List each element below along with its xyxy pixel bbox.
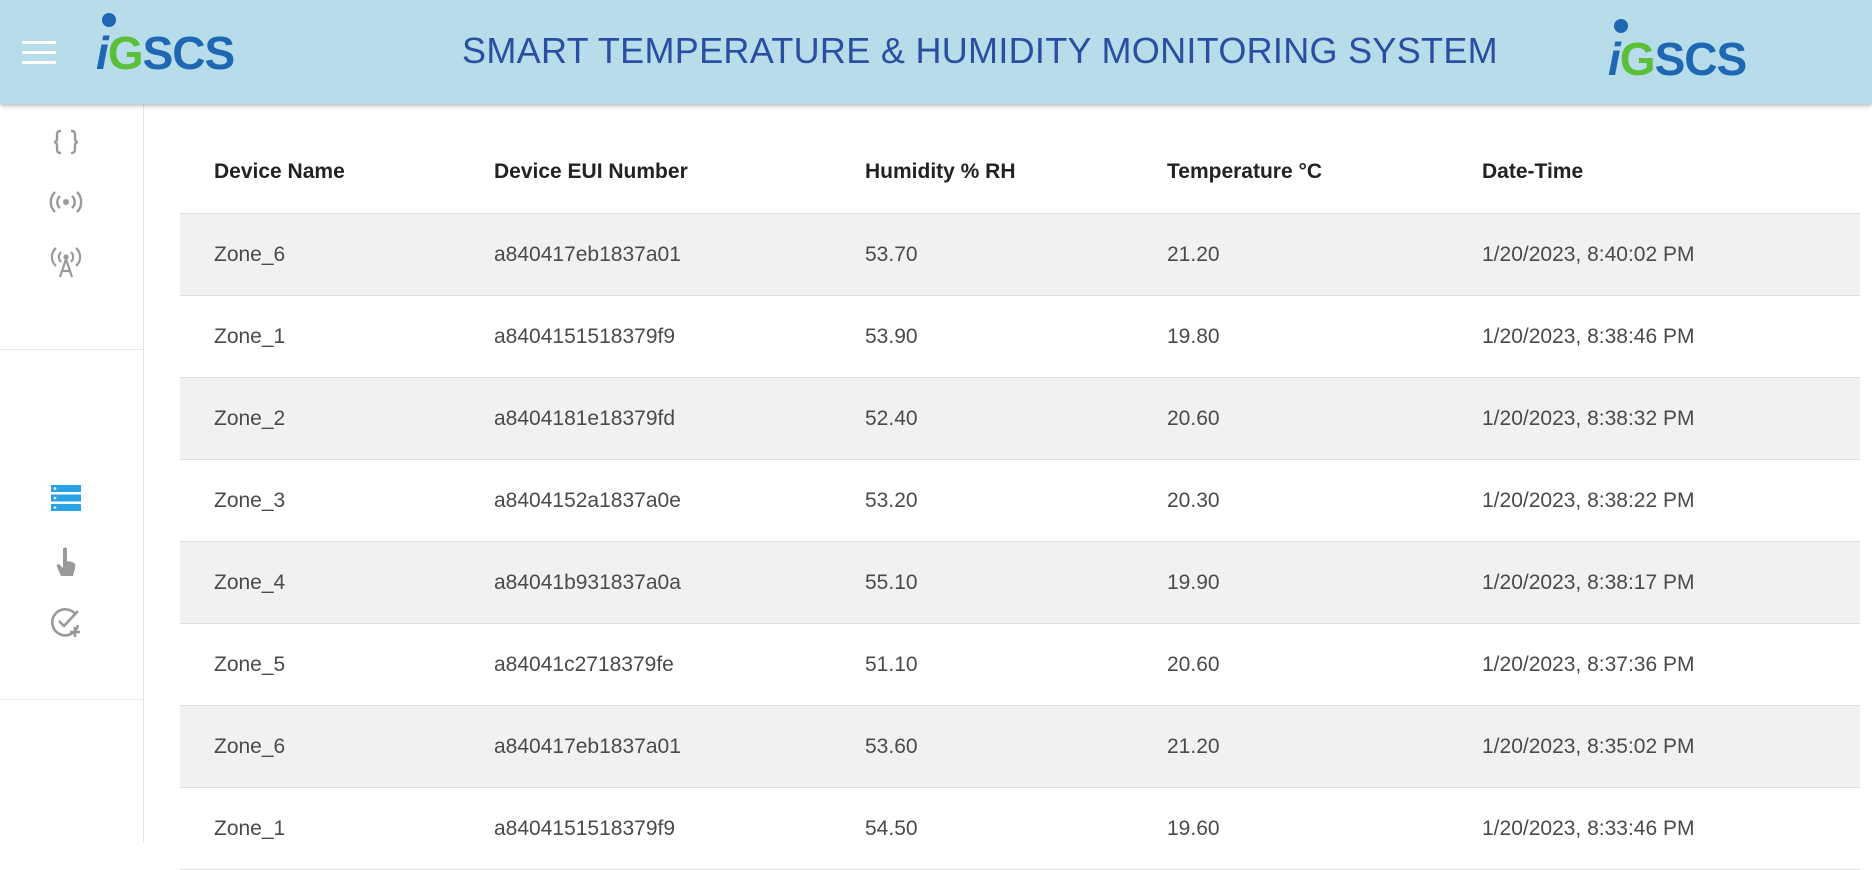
cell-date-time: 1/20/2023, 8:38:22 PM [1482, 488, 1695, 512]
cell-temperature: 20.60 [1167, 406, 1220, 430]
table-row[interactable]: Zone_6 a840417eb1837a01 53.70 21.20 1/20/202… [180, 214, 1860, 296]
check-add-icon[interactable] [48, 604, 84, 640]
antenna-icon[interactable] [48, 244, 84, 280]
cell-humidity: 52.40 [865, 406, 918, 430]
app-header: iGSCS SMART TEMPERATURE & HUMIDITY MONIT… [0, 0, 1872, 104]
cell-device-eui: a8404181e18379fd [494, 406, 676, 430]
sidebar-divider [0, 699, 143, 700]
cell-device-name: Zone_1 [214, 324, 286, 348]
cell-device-eui: a84041b931837a0a [494, 570, 681, 594]
cell-date-time: 1/20/2023, 8:38:17 PM [1482, 570, 1695, 594]
cell-device-name: Zone_5 [214, 652, 286, 676]
column-header-device-name[interactable]: Device Name [214, 159, 345, 183]
table-row[interactable]: Zone_3 a8404152a1837a0e 53.20 20.30 1/20/202… [180, 460, 1860, 542]
table-row[interactable]: Zone_4 a84041b931837a0a 55.10 19.90 1/20/202… [180, 542, 1860, 624]
cell-temperature: 19.80 [1167, 324, 1220, 348]
list-icon[interactable] [48, 480, 84, 516]
cell-temperature: 20.60 [1167, 652, 1220, 676]
cell-humidity: 55.10 [865, 570, 918, 594]
cell-device-eui: a8404151518379f9 [494, 816, 676, 840]
cell-date-time: 1/20/2023, 8:37:36 PM [1482, 652, 1695, 676]
touch-icon[interactable] [48, 544, 84, 580]
sidebar [0, 104, 144, 843]
igscs-logo-right: iGSCS [1608, 33, 1747, 85]
table-body: Zone_6 a840417eb1837a01 53.70 21.20 1/20/202… [180, 214, 1860, 870]
curly-braces-icon[interactable] [48, 124, 84, 160]
cell-device-name: Zone_3 [214, 488, 286, 512]
column-header-device-eui[interactable]: Device EUI Number [494, 159, 688, 183]
cell-device-eui: a8404151518379f9 [494, 324, 676, 348]
cell-humidity: 53.70 [865, 242, 918, 266]
table-header: Device Name Device EUI Number Humidity %… [180, 130, 1860, 214]
table-row[interactable]: Zone_2 a8404181e18379fd 52.40 20.60 1/20/202… [180, 378, 1860, 460]
cell-device-name: Zone_4 [214, 570, 286, 594]
cell-device-name: Zone_2 [214, 406, 286, 430]
cell-date-time: 1/20/2023, 8:33:46 PM [1482, 816, 1695, 840]
cell-device-eui: a8404152a1837a0e [494, 488, 681, 512]
cell-device-eui: a840417eb1837a01 [494, 242, 681, 266]
table-row[interactable]: Zone_5 a84041c2718379fe 51.10 20.60 1/20/202… [180, 624, 1860, 706]
cell-temperature: 20.30 [1167, 488, 1220, 512]
cell-temperature: 19.60 [1167, 816, 1220, 840]
cell-date-time: 1/20/2023, 8:38:46 PM [1482, 324, 1695, 348]
cell-temperature: 21.20 [1167, 242, 1220, 266]
table-row[interactable]: Zone_6 a840417eb1837a01 53.60 21.20 1/20/202… [180, 706, 1860, 788]
broadcast-icon[interactable] [48, 184, 84, 220]
igscs-logo-left: iGSCS [96, 27, 235, 79]
cell-date-time: 1/20/2023, 8:40:02 PM [1482, 242, 1695, 266]
cell-temperature: 21.20 [1167, 734, 1220, 758]
column-header-temperature[interactable]: Temperature °C [1167, 159, 1323, 183]
cell-temperature: 19.90 [1167, 570, 1220, 594]
column-header-date-time[interactable]: Date-Time [1482, 159, 1584, 183]
hamburger-menu-icon[interactable] [22, 41, 56, 65]
page-title: SMART TEMPERATURE & HUMIDITY MONITORING … [462, 30, 1498, 71]
cell-date-time: 1/20/2023, 8:35:02 PM [1482, 734, 1695, 758]
cell-device-eui: a84041c2718379fe [494, 652, 674, 676]
cell-humidity: 54.50 [865, 816, 918, 840]
cell-device-name: Zone_1 [214, 816, 286, 840]
cell-device-name: Zone_6 [214, 242, 286, 266]
cell-device-eui: a840417eb1837a01 [494, 734, 681, 758]
cell-humidity: 53.90 [865, 324, 918, 348]
cell-humidity: 53.20 [865, 488, 918, 512]
cell-humidity: 51.10 [865, 652, 918, 676]
table-row[interactable]: Zone_1 a8404151518379f9 53.90 19.80 1/20/202… [180, 296, 1860, 378]
cell-humidity: 53.60 [865, 734, 918, 758]
cell-device-name: Zone_6 [214, 734, 286, 758]
column-header-humidity[interactable]: Humidity % RH [865, 159, 1016, 183]
cell-date-time: 1/20/2023, 8:38:32 PM [1482, 406, 1695, 430]
device-table: Device Name Device EUI Number Humidity %… [180, 130, 1860, 870]
sidebar-divider [0, 349, 143, 350]
table-row[interactable]: Zone_1 a8404151518379f9 54.50 19.60 1/20/202… [180, 788, 1860, 870]
